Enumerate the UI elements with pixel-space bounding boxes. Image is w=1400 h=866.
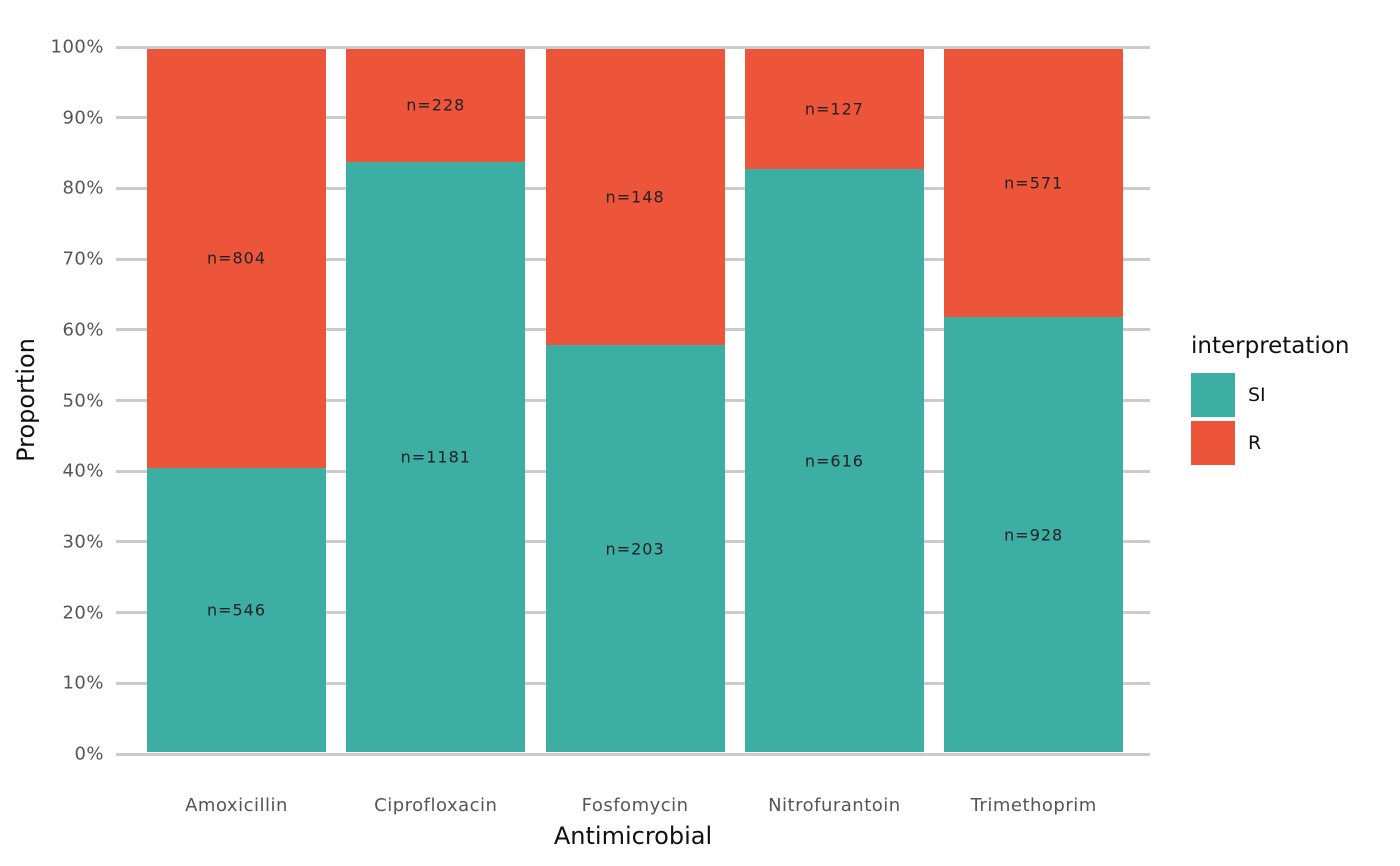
x-tick-label: Fosfomycin xyxy=(581,795,689,816)
y-tick-label: 50% xyxy=(62,390,104,411)
bar-segment-si xyxy=(545,345,725,753)
legend-swatch-si xyxy=(1191,373,1235,417)
y-tick-label: 20% xyxy=(62,602,104,624)
legend-item-label: SI xyxy=(1248,384,1266,406)
gridline xyxy=(116,45,1150,49)
bar-segment-si xyxy=(346,162,526,753)
bar-count-label-si: n=546 xyxy=(206,600,267,620)
legend-item-label: R xyxy=(1248,432,1262,454)
y-tick-label: 30% xyxy=(62,531,104,553)
bar-count-label-si: n=616 xyxy=(804,451,864,471)
legend-item-si: SI xyxy=(1191,373,1349,417)
x-tick-label: Trimethoprim xyxy=(970,795,1097,816)
bar-count-label-si: n=203 xyxy=(605,539,665,559)
y-tick-label: 100% xyxy=(50,36,104,58)
bar-segment-r xyxy=(346,48,526,163)
y-tick-label: 0% xyxy=(74,743,104,765)
y-tick-label: 60% xyxy=(62,319,104,341)
bar-segment-r xyxy=(944,48,1124,317)
x-tick-label: Nitrofurantoin xyxy=(768,795,901,816)
bar-segment-si xyxy=(744,168,924,753)
y-tick-label: 70% xyxy=(62,248,104,270)
x-tick-label: Amoxicillin xyxy=(185,795,288,816)
gridline xyxy=(116,752,1150,756)
bar-segment-r xyxy=(545,48,725,346)
legend-item-r: R xyxy=(1191,421,1349,465)
bar-count-label-si: n=1181 xyxy=(400,447,471,467)
bar-count-label-r: n=804 xyxy=(206,248,267,268)
bar-segment-r xyxy=(147,48,326,468)
y-axis-title: Proportion xyxy=(12,338,40,462)
bar-segment-si xyxy=(944,316,1124,753)
bar-count-label-si: n=928 xyxy=(1004,525,1064,545)
y-tick-label: 40% xyxy=(62,460,104,482)
bar-segment-r xyxy=(744,48,924,169)
bar-count-label-r: n=148 xyxy=(605,187,665,207)
x-tick-label: Ciprofloxacin xyxy=(374,795,498,816)
y-tick-label: 90% xyxy=(62,107,104,129)
bar-count-label-r: n=127 xyxy=(804,99,864,119)
y-tick-label: 10% xyxy=(62,672,104,694)
x-axis-title: Antimicrobial xyxy=(553,822,713,850)
legend-title: interpretation xyxy=(1191,333,1350,359)
legend-items: SI R xyxy=(1191,373,1349,465)
bar-count-label-r: n=228 xyxy=(406,95,466,115)
y-tick-label: 80% xyxy=(62,177,104,199)
legend: interpretation SI R xyxy=(1191,333,1349,469)
legend-swatch-r xyxy=(1191,421,1235,465)
bar-count-label-r: n=571 xyxy=(1004,173,1064,193)
bar-segment-si xyxy=(147,467,326,753)
